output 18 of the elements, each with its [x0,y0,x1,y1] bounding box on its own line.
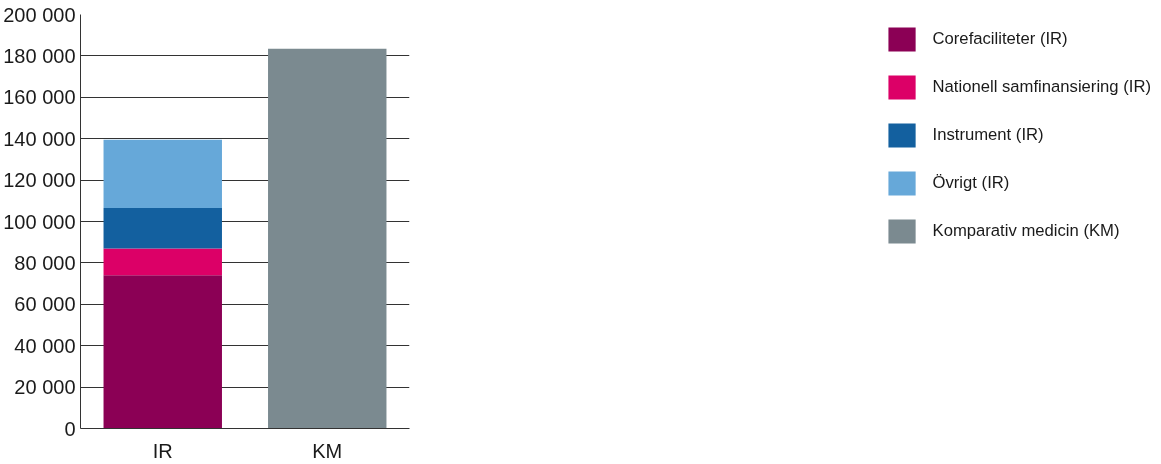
x-tick-label: IR [152,439,173,462]
legend-label: Corefaciliteter (IR) [932,29,1068,49]
legend-label: Övrigt (IR) [932,173,1010,193]
x-tick-label: KM [312,439,343,462]
y-tick-label: 0 [64,417,76,440]
y-tick-label: 100 000 [3,210,76,233]
legend-label: Komparativ medicin (KM) [932,221,1120,241]
legend-label: Nationell samfinansiering (IR) [932,77,1151,97]
y-tick-label: 20 000 [14,376,76,399]
y-tick-label: 40 000 [14,334,76,357]
y-tick-label: 60 000 [14,293,76,316]
y-tick-label: 180 000 [3,44,76,67]
y-tick-label: 80 000 [14,251,76,274]
y-tick-label: 160 000 [3,86,76,109]
legend-label: Instrument (IR) [932,125,1044,145]
y-tick-label: 200 000 [3,3,76,26]
y-tick-label: 140 000 [3,127,76,150]
y-tick-label: 120 000 [3,169,76,192]
